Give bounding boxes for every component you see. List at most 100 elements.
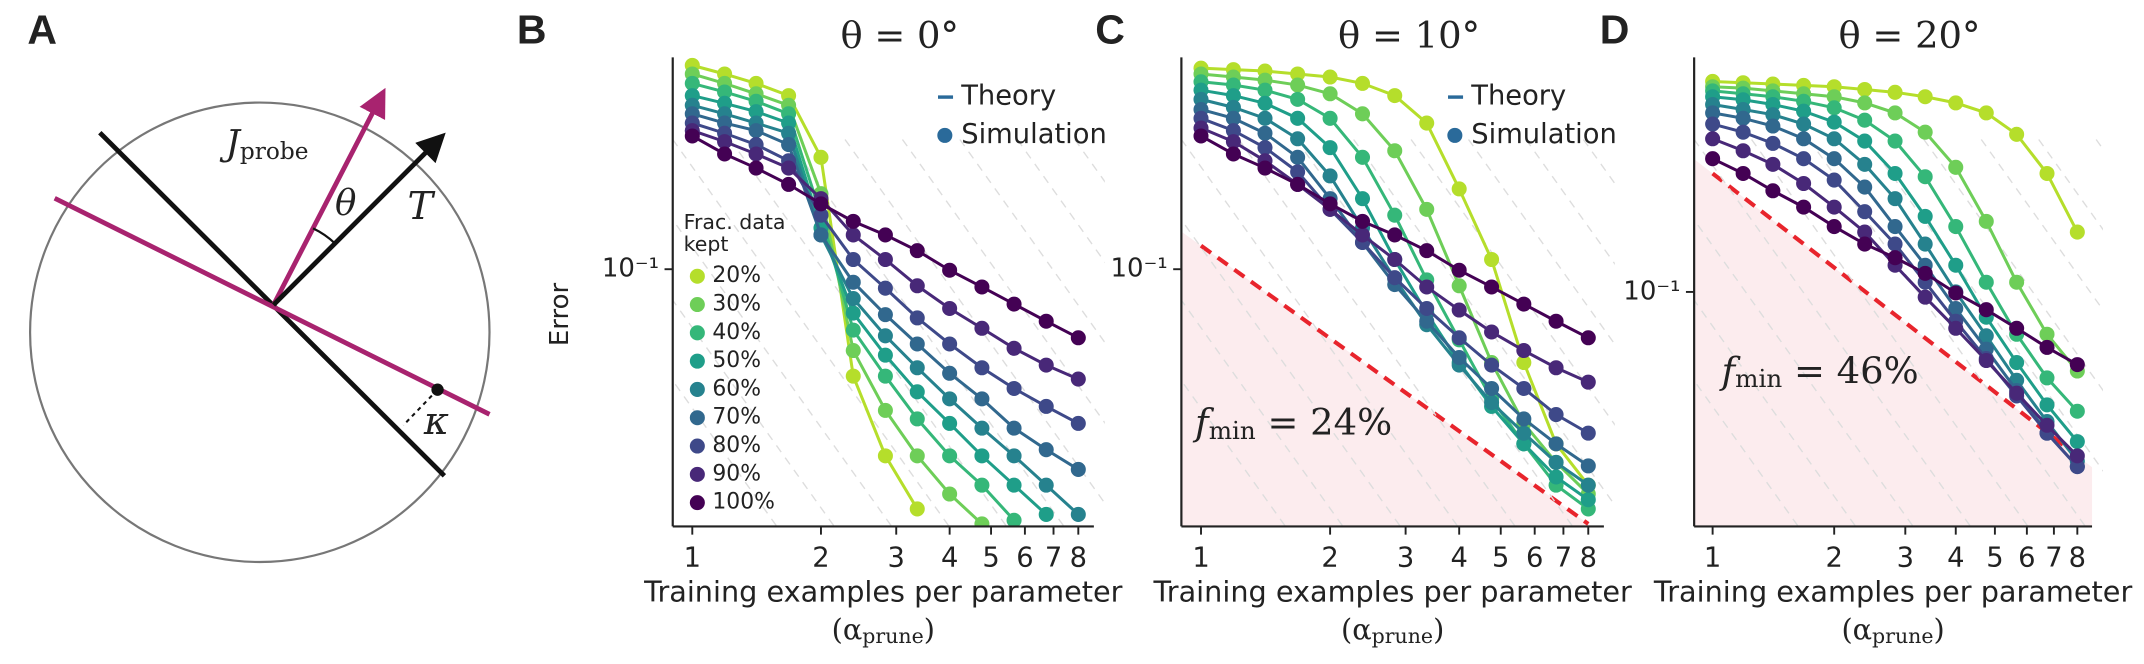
simulation-point xyxy=(845,251,861,268)
simulation-point xyxy=(1484,279,1500,295)
guide-line xyxy=(672,218,893,527)
guide-line xyxy=(1295,139,1574,527)
simulation-point xyxy=(1887,219,1903,235)
simulation-point xyxy=(1516,411,1532,427)
simulation-point xyxy=(2009,320,2025,336)
fmin-line xyxy=(1199,244,1590,526)
circle xyxy=(28,101,491,564)
x-tick-label: 2 xyxy=(1321,543,1338,574)
simulation-point xyxy=(845,368,861,384)
simulation-point xyxy=(1765,135,1781,151)
x-axis-subtitle: (αprune) xyxy=(1341,612,1444,647)
simulation-point xyxy=(877,328,893,344)
simulation-point xyxy=(2039,397,2055,413)
legend-label: 50% xyxy=(712,348,761,373)
simulation-point xyxy=(942,300,958,317)
j-symbol: J xyxy=(220,122,242,163)
simulation-point xyxy=(748,104,764,120)
simulation-point xyxy=(1484,380,1500,397)
x-axis-subtitle: (αprune) xyxy=(1841,612,1944,647)
legend-label: 90% xyxy=(712,461,761,486)
guide-line xyxy=(1751,139,2029,527)
simulation-point xyxy=(974,360,990,376)
x-tick-label: 7 xyxy=(2045,543,2062,574)
simulation-point xyxy=(942,448,958,464)
simulation-point xyxy=(1451,330,1467,346)
simulation-point xyxy=(1857,133,1873,149)
legend-label: 60% xyxy=(712,376,761,401)
x-tick-label: 4 xyxy=(1947,543,1964,574)
simulation-point xyxy=(1948,285,1964,301)
simulation-point xyxy=(974,320,990,336)
x-tick-label: 2 xyxy=(812,543,829,574)
simulation-point xyxy=(1225,77,1241,93)
simulation-point xyxy=(2069,459,2085,475)
simulation-point xyxy=(909,360,925,376)
guide-line xyxy=(1181,139,1459,527)
legend-dot xyxy=(689,495,705,511)
simulation-point xyxy=(1290,110,1306,126)
simulation-point xyxy=(845,227,861,243)
simulation-point xyxy=(877,448,893,464)
y-tick-label: 10⁻¹ xyxy=(1111,254,1168,284)
legend-dot xyxy=(689,466,705,482)
guide-line xyxy=(1694,299,1857,527)
plot-area xyxy=(672,57,1105,527)
x-axis-title: Training examples per parameter xyxy=(1152,574,1632,608)
subtitle-subscript: prune xyxy=(1372,624,1433,648)
simulation-point xyxy=(1978,274,1994,290)
simulation-point xyxy=(1354,213,1371,229)
simulation-point xyxy=(1322,86,1338,102)
simulation-point xyxy=(1070,371,1086,387)
fmin-label: fmin = 24% xyxy=(1192,401,1392,445)
guide-line xyxy=(672,379,778,527)
x-tick-label: 3 xyxy=(1397,543,1414,574)
simulation-point xyxy=(1978,352,1994,369)
simulation-point xyxy=(1290,91,1306,107)
simulation-point xyxy=(1826,151,1842,167)
guide-line xyxy=(1808,139,2087,527)
fmin-value: = 46% xyxy=(1782,349,1918,392)
x-axis-title: Training examples per parameter xyxy=(643,574,1123,608)
simulation-point xyxy=(1978,328,1994,344)
simulation-point xyxy=(1516,355,1532,371)
simulation-point xyxy=(877,251,893,268)
simulation-point xyxy=(1225,110,1241,126)
guide-line xyxy=(1353,139,1615,507)
simulation-point xyxy=(1322,196,1338,212)
simulation-point xyxy=(1917,124,1933,140)
x-tick-label: 4 xyxy=(941,543,958,574)
panel-label: C xyxy=(1095,7,1125,53)
simulation-point xyxy=(942,336,958,352)
infeasible-region xyxy=(1181,231,1604,527)
simulation-point xyxy=(1826,131,1842,147)
y-tick-label: 10⁻¹ xyxy=(1623,276,1680,306)
simulation-point xyxy=(1387,227,1403,243)
guide-line xyxy=(1181,379,1287,527)
simulation-point xyxy=(2069,403,2085,419)
simulation-point xyxy=(1826,199,1842,215)
simulation-point xyxy=(748,93,764,109)
simulation-point xyxy=(1290,149,1306,165)
simulation-point xyxy=(1857,236,1873,252)
simulation-point xyxy=(845,322,861,338)
chart-title: θ = 20° xyxy=(1838,14,1980,57)
x-tick-label: 6 xyxy=(1016,543,1033,574)
simulation-point xyxy=(1257,95,1273,111)
simulation-point xyxy=(845,274,861,290)
guide-line xyxy=(1181,299,1344,527)
guide-line xyxy=(787,139,1065,527)
simulation-point xyxy=(1290,66,1306,82)
simulation-point xyxy=(1887,236,1903,252)
guide-line xyxy=(1694,139,1972,527)
legend-dot xyxy=(689,296,705,313)
diagram: Jprobe θ T κ xyxy=(28,87,491,564)
simulation-point xyxy=(1917,169,1933,185)
simulation-point xyxy=(1580,330,1596,346)
legend-label: Simulation xyxy=(1471,119,1617,150)
simulation-point xyxy=(1193,128,1209,144)
legend-label: Theory xyxy=(960,81,1056,112)
simulation-point xyxy=(1765,107,1781,123)
x-tick-label: 7 xyxy=(1045,543,1062,574)
